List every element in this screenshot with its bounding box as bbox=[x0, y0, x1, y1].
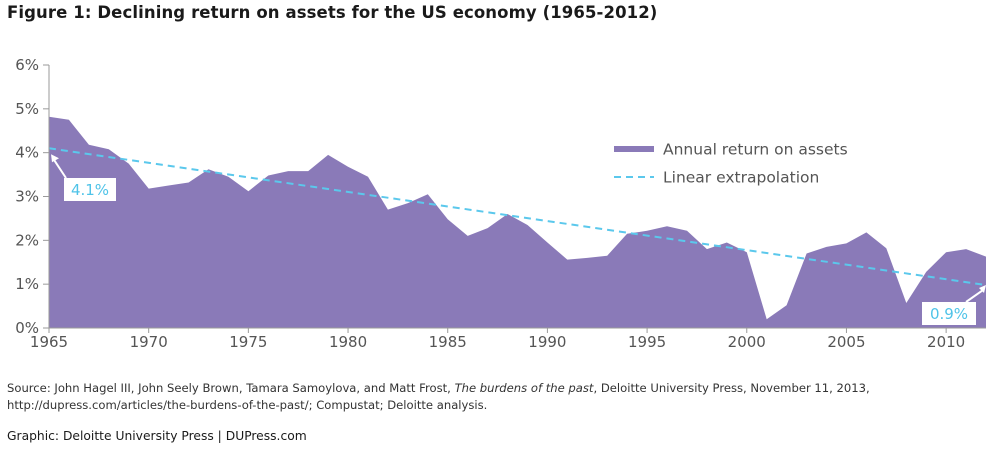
x-tick-label: 1975 bbox=[229, 333, 267, 351]
x-tick-label: 1980 bbox=[329, 333, 367, 351]
x-tick-label: 1985 bbox=[429, 333, 467, 351]
x-tick-label: 2010 bbox=[927, 333, 965, 351]
y-tick-label: 6% bbox=[15, 56, 39, 74]
x-tick-label: 1990 bbox=[528, 333, 566, 351]
callout-arrowhead-end bbox=[979, 285, 986, 294]
x-tick-label: 1995 bbox=[628, 333, 666, 351]
graphic-credit: Graphic: Deloitte University Press | DUP… bbox=[7, 429, 307, 443]
callout-box-end bbox=[922, 302, 976, 325]
series-line-linear-extrapolation bbox=[48, 147, 987, 287]
callout-arrow-start bbox=[52, 157, 67, 179]
annotation-layer: 4.1% 0.9% bbox=[51, 154, 986, 325]
y-tick-label: 0% bbox=[15, 319, 39, 337]
source-title: The burdens of the past bbox=[454, 381, 594, 395]
legend-label-annual-return-on-assets: Annual return on assets bbox=[663, 141, 848, 159]
x-tick-label: 1965 bbox=[30, 333, 68, 351]
x-tick-label: 2000 bbox=[728, 333, 766, 351]
source-suffix: , Deloitte University Press, November 11… bbox=[7, 381, 870, 412]
source-prefix: Source: John Hagel III, John Seely Brown… bbox=[7, 381, 455, 395]
area-layer bbox=[49, 116, 986, 328]
legend-label-linear-extrapolation: Linear extrapolation bbox=[663, 169, 819, 187]
trend-layer bbox=[48, 147, 987, 287]
x-tick-label: 1970 bbox=[130, 333, 168, 351]
figure-title: Figure 1: Declining return on assets for… bbox=[7, 3, 658, 22]
callout-box-start bbox=[64, 178, 116, 201]
x-tick-label: 2005 bbox=[827, 333, 865, 351]
series-area-annual-return-on-assets bbox=[49, 116, 986, 328]
axes-layer: 0% 1% 2% 3% 4% 5% 6% 1965 1970 1975 1980 1985 1990 19… bbox=[15, 56, 986, 351]
y-tick-label: 2% bbox=[15, 231, 39, 249]
legend: Annual return on assets Linear extrapolat… bbox=[614, 141, 848, 187]
y-tick-label: 3% bbox=[15, 188, 39, 206]
callout-label-start: 4.1% bbox=[71, 181, 109, 199]
callout-label-end: 0.9% bbox=[930, 305, 968, 323]
return-on-assets-chart: 0% 1% 2% 3% 4% 5% 6% 1965 1970 1975 1980 1985 1990 19… bbox=[15, 56, 987, 351]
y-tick-label: 4% bbox=[15, 144, 39, 162]
y-tick-label: 5% bbox=[15, 100, 39, 118]
source-note: Source: John Hagel III, John Seely Brown… bbox=[7, 380, 992, 414]
callout-arrow-end bbox=[965, 289, 984, 303]
callout-arrowhead-start bbox=[51, 154, 59, 163]
y-tick-label: 1% bbox=[15, 275, 39, 293]
